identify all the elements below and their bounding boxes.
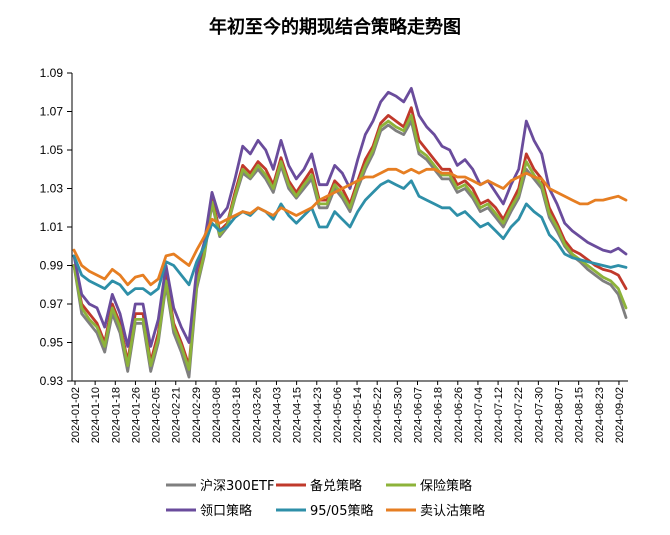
x-tick-label: 2024-08-23 — [594, 387, 606, 443]
legend-label-0: 沪深300ETF — [200, 478, 274, 494]
x-tick-label: 2024-07-22 — [513, 387, 525, 443]
x-tick-label: 2024-05-14 — [352, 387, 364, 443]
legend-label-2: 保险策略 — [420, 478, 472, 494]
y-tick-label: 1.07 — [40, 105, 64, 119]
x-tick-label: 2024-09-02 — [614, 387, 626, 443]
y-tick-label: 0.93 — [40, 374, 64, 388]
series-line-2 — [72, 114, 628, 371]
y-tick-label: 1.05 — [40, 143, 64, 157]
y-tick-label: 1.01 — [40, 220, 64, 234]
x-tick-label: 2024-02-21 — [171, 387, 183, 443]
x-tick-label: 2024-07-04 — [473, 387, 485, 443]
x-tick-label: 2024-06-18 — [433, 387, 445, 443]
x-tick-label: 2024-04-23 — [312, 387, 324, 443]
x-tick-label: 2024-07-30 — [533, 387, 545, 443]
x-tick-label: 2024-06-07 — [412, 387, 424, 443]
x-tick-label: 2024-05-06 — [332, 387, 344, 443]
y-tick-label: 0.99 — [40, 259, 64, 273]
y-tick-label: 0.95 — [40, 336, 64, 350]
legend-label-1: 备兑策略 — [310, 478, 362, 494]
y-tick-label: 0.97 — [40, 297, 64, 311]
x-tick-label: 2024-01-26 — [130, 387, 142, 443]
x-tick-label: 2024-04-15 — [292, 387, 304, 443]
x-tick-label: 2024-07-12 — [493, 387, 505, 443]
legend-label-3: 领口策略 — [200, 503, 252, 519]
y-tick-label: 1.03 — [40, 182, 64, 196]
y-tick-label: 1.09 — [40, 66, 64, 80]
x-tick-label: 2024-08-07 — [554, 387, 566, 443]
x-tick-label: 2024-01-02 — [70, 387, 82, 443]
x-tick-label: 2024-04-03 — [271, 387, 283, 443]
chart-title: 年初至今的期现结合策略走势图 — [209, 16, 461, 38]
x-tick-label: 2024-03-08 — [211, 387, 223, 443]
x-tick-label: 2024-08-15 — [574, 387, 586, 443]
x-tick-label: 2024-01-18 — [110, 387, 122, 443]
x-tick-label: 2024-06-26 — [453, 387, 465, 443]
x-tick-label: 2024-02-05 — [151, 387, 163, 443]
x-tick-label: 2024-05-30 — [392, 387, 404, 443]
legend-label-5: 卖认沽策略 — [420, 503, 485, 519]
x-tick-label: 2024-03-26 — [251, 387, 263, 443]
x-tick-label: 2024-01-10 — [90, 387, 102, 443]
x-axis: 2024-01-02 2024-01-10 2024-01-18 2024-01-26… — [70, 380, 628, 443]
series-line-4 — [72, 179, 628, 296]
series-lines — [72, 87, 628, 379]
legend-label-4: 95/05策略 — [310, 503, 373, 519]
y-axis: 0.93 0.95 0.97 0.99 1.01 1.03 1.05 1.07 1.09 — [40, 66, 73, 388]
x-tick-label: 2024-05-22 — [372, 387, 384, 443]
x-tick-label: 2024-03-18 — [231, 387, 243, 443]
x-tick-label: 2024-02-29 — [191, 387, 203, 443]
series-line-5 — [72, 167, 628, 287]
